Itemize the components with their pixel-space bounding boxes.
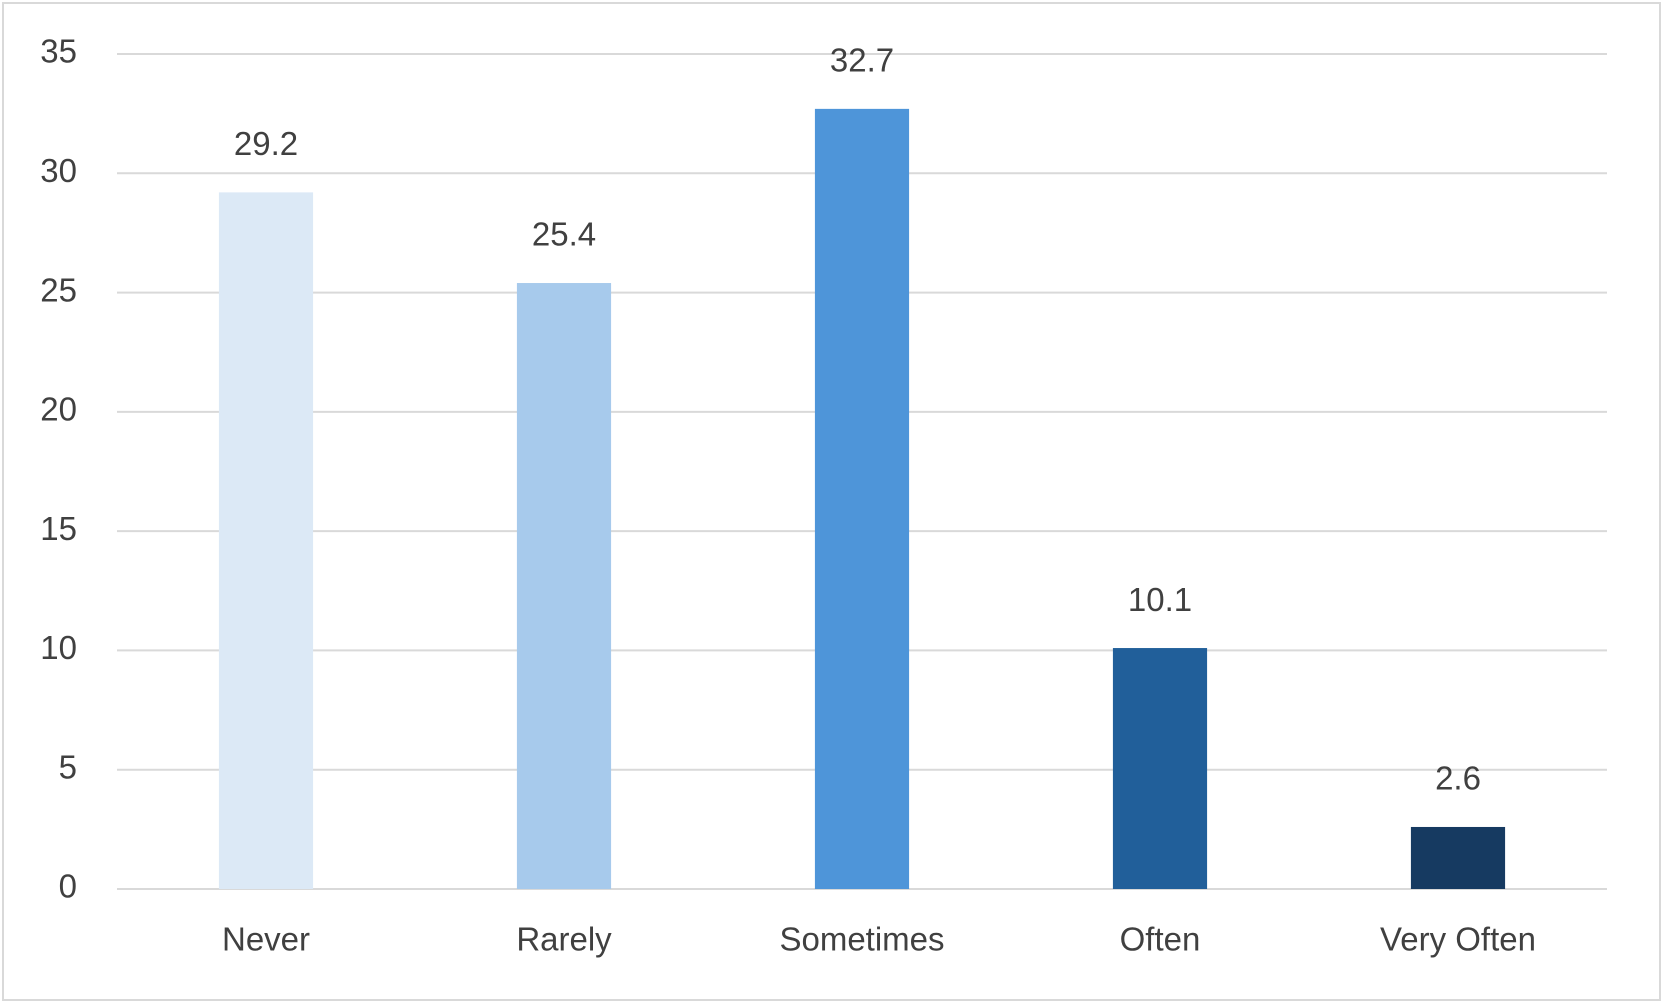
x-tick-label: Often bbox=[1120, 921, 1201, 958]
y-tick-label: 0 bbox=[59, 868, 77, 905]
data-label: 10.1 bbox=[1128, 581, 1192, 618]
y-tick-label: 20 bbox=[40, 391, 77, 428]
y-tick-label: 5 bbox=[59, 748, 77, 785]
y-tick-label: 35 bbox=[40, 33, 77, 70]
bar bbox=[516, 283, 612, 889]
x-tick-label: Very Often bbox=[1380, 921, 1536, 958]
y-tick-label: 30 bbox=[40, 152, 77, 189]
y-tick-label: 25 bbox=[40, 271, 77, 308]
data-label: 25.4 bbox=[532, 216, 596, 253]
data-label: 29.2 bbox=[234, 125, 298, 162]
x-tick-label: Sometimes bbox=[779, 921, 944, 958]
bar bbox=[1410, 826, 1506, 889]
y-tick-label: 10 bbox=[40, 629, 77, 666]
x-tick-label: Never bbox=[222, 921, 310, 958]
data-label: 2.6 bbox=[1435, 760, 1481, 797]
x-tick-label: Rarely bbox=[516, 921, 612, 958]
bar bbox=[218, 192, 314, 889]
y-tick-label: 15 bbox=[40, 510, 77, 547]
data-label: 32.7 bbox=[830, 42, 894, 79]
bar bbox=[1112, 648, 1208, 889]
bar bbox=[814, 108, 910, 889]
